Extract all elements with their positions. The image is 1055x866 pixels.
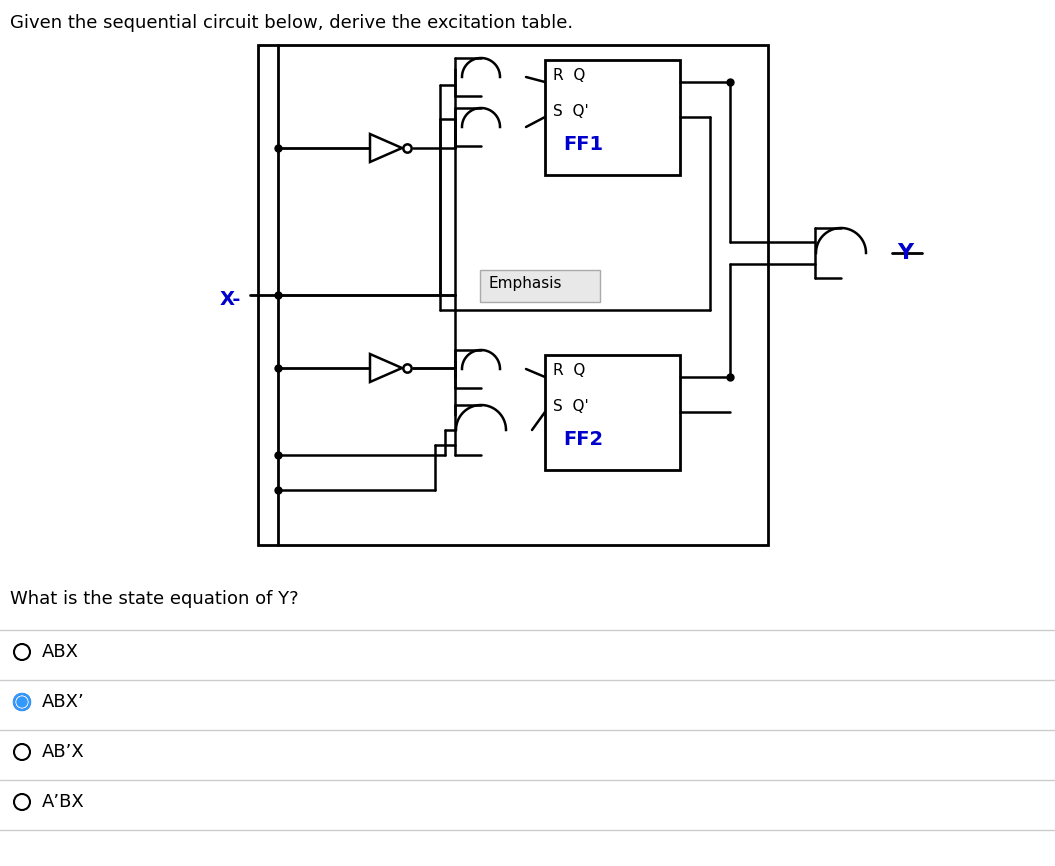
Text: FF1: FF1 [563,135,603,154]
Text: R  Q: R Q [553,68,586,83]
Circle shape [17,697,27,707]
Text: X-: X- [220,290,242,309]
Text: S  Q': S Q' [553,399,589,414]
Text: AB’X: AB’X [42,743,84,761]
Text: Given the sequential circuit below, derive the excitation table.: Given the sequential circuit below, deri… [9,14,573,32]
Text: What is the state equation of Y?: What is the state equation of Y? [9,590,299,608]
Bar [545,355,680,470]
Polygon shape [370,134,402,162]
Bar [258,45,768,545]
Text: R  Q: R Q [553,363,586,378]
Polygon shape [370,354,402,382]
Bar [545,60,680,175]
Text: ABX: ABX [42,643,79,661]
Text: Emphasis: Emphasis [488,276,561,291]
Text: FF2: FF2 [563,430,603,449]
Text: A’BX: A’BX [42,793,84,811]
Text: ABX’: ABX’ [42,693,84,711]
Text: S  Q': S Q' [553,104,589,119]
Text: Y: Y [897,243,914,263]
Bar [480,270,600,302]
